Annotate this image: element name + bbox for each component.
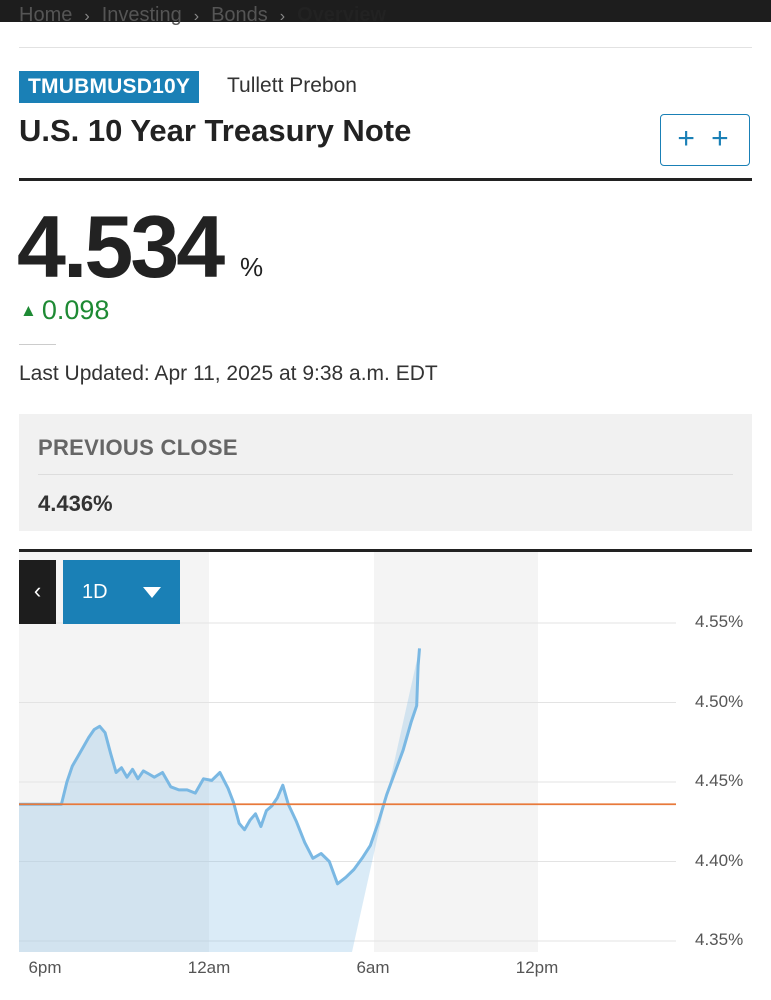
chart-back-button[interactable]: ‹ <box>19 560 56 624</box>
arrow-up-icon: ▲ <box>20 301 37 320</box>
yield-change: ▲ 0.098 <box>20 295 109 326</box>
previous-close-value: 4.436% <box>38 491 113 516</box>
ticker-badge: TMUBMUSD10Y <box>19 71 200 103</box>
breadcrumb-divider <box>19 47 752 48</box>
previous-close-label: PREVIOUS CLOSE <box>38 435 238 460</box>
chart-divider <box>19 549 752 552</box>
breadcrumb-bonds[interactable]: Bonds <box>211 4 268 26</box>
breadcrumb-separator-icon: › <box>279 8 286 25</box>
chart-gridlines <box>19 622 676 942</box>
range-selector-label: 1D <box>82 581 108 603</box>
yield-line <box>19 648 421 886</box>
breadcrumb-separator-icon: › <box>193 8 200 25</box>
breadcrumb: Home › Investing › Bonds › Overview <box>19 4 752 30</box>
previous-close-divider <box>38 474 733 475</box>
range-selector[interactable]: 1D <box>63 560 180 624</box>
breadcrumb-home[interactable]: Home <box>19 4 73 26</box>
title-divider <box>19 178 752 181</box>
yield-area <box>19 648 420 952</box>
change-divider <box>19 344 56 345</box>
y-tick-label: 4.35% <box>695 930 744 949</box>
caret-down-icon <box>143 587 161 598</box>
breadcrumb-separator-icon: › <box>84 8 90 25</box>
add-to-watchlist-button[interactable]: + + <box>660 114 750 166</box>
previous-close-panel: PREVIOUS CLOSE 4.436% <box>19 414 752 531</box>
chart-plot-area <box>19 648 676 952</box>
y-tick-label: 4.50% <box>695 691 744 711</box>
data-source: Tullett Prebon <box>227 74 357 97</box>
page-title: U.S. 10 Year Treasury Note <box>19 113 412 148</box>
y-tick-label: 4.40% <box>695 850 744 870</box>
current-yield: 4.534 <box>17 197 225 296</box>
x-tick-label: 6am <box>356 958 390 977</box>
y-tick-label: 4.55% <box>695 612 744 631</box>
change-value: 0.098 <box>41 295 110 325</box>
x-tick-label: 12pm <box>515 958 559 977</box>
breadcrumb-investing[interactable]: Investing <box>101 4 182 26</box>
last-updated: Last Updated: Apr 11, 2025 at 9:38 a.m. … <box>19 362 438 385</box>
top-bar <box>0 0 771 22</box>
yield-unit: % <box>240 252 264 282</box>
x-tick-label: 12am <box>187 958 231 977</box>
breadcrumb-overview: Overview <box>297 4 387 26</box>
y-tick-label: 4.45% <box>695 771 744 790</box>
x-tick-label: 6pm <box>28 958 62 977</box>
